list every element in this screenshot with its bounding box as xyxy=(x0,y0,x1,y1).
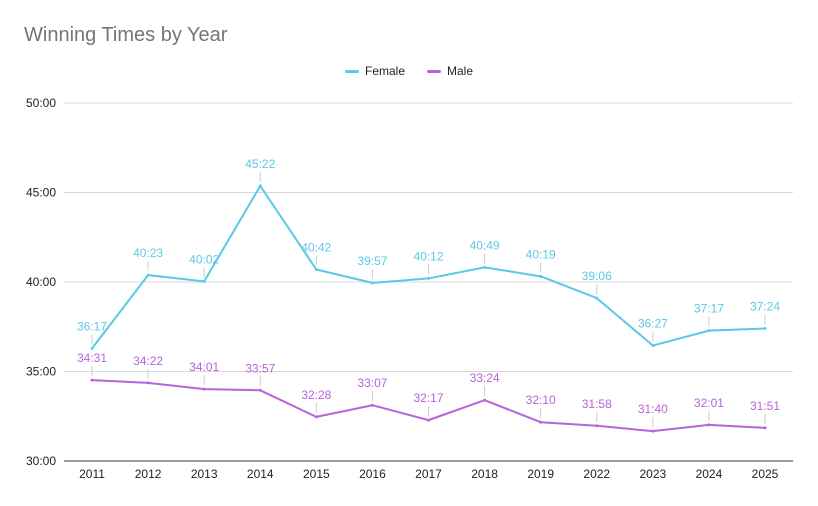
data-label: 34:01 xyxy=(189,360,219,374)
x-tick-label: 2022 xyxy=(583,467,610,481)
legend-item-male[interactable]: Male xyxy=(427,64,473,78)
data-label: 39:57 xyxy=(357,254,387,268)
data-point xyxy=(595,424,599,428)
data-point xyxy=(707,329,711,333)
data-point xyxy=(258,184,262,188)
data-label: 31:40 xyxy=(638,402,668,416)
data-label: 45:22 xyxy=(245,157,275,171)
data-label: 31:51 xyxy=(750,399,780,413)
x-tick-label: 2012 xyxy=(135,467,162,481)
data-point xyxy=(202,279,206,283)
data-point xyxy=(370,403,374,407)
data-label: 33:57 xyxy=(245,361,275,375)
data-label: 34:31 xyxy=(77,351,107,365)
data-point xyxy=(483,398,487,402)
y-tick-label: 30:00 xyxy=(26,454,56,468)
x-tick-label: 2011 xyxy=(79,467,105,481)
data-point xyxy=(651,429,655,433)
x-tick-label: 2014 xyxy=(247,467,274,481)
data-point xyxy=(539,420,543,424)
data-label: 32:01 xyxy=(694,396,724,410)
y-tick-label: 45:00 xyxy=(26,186,56,200)
data-label: 32:10 xyxy=(526,393,556,407)
data-label: 40:19 xyxy=(526,247,556,261)
data-point xyxy=(202,387,206,391)
data-label: 40:42 xyxy=(301,240,331,254)
data-label: 32:17 xyxy=(413,391,443,405)
x-tick-label: 2013 xyxy=(191,467,218,481)
legend-swatch-female xyxy=(344,69,359,73)
legend-label-male: Male xyxy=(447,64,474,78)
data-label: 32:28 xyxy=(301,388,331,402)
data-label: 40:49 xyxy=(470,238,500,252)
data-label: 40:12 xyxy=(413,249,443,263)
data-point xyxy=(314,415,318,419)
data-point xyxy=(314,267,318,271)
data-label: 40:23 xyxy=(133,246,163,260)
chart-legend: Female Male xyxy=(0,64,818,78)
data-label: 36:17 xyxy=(77,320,107,334)
x-tick-label: 2018 xyxy=(471,467,498,481)
x-tick-label: 2023 xyxy=(639,467,666,481)
chart-title: Winning Times by Year xyxy=(24,24,228,46)
legend-swatch-male xyxy=(427,69,441,73)
x-tick-label: 2015 xyxy=(303,467,330,481)
x-tick-label: 2024 xyxy=(696,467,723,481)
data-label: 37:17 xyxy=(694,302,724,316)
data-point xyxy=(595,296,599,300)
data-point xyxy=(427,276,430,280)
data-point xyxy=(651,344,655,348)
data-label: 37:24 xyxy=(750,300,780,314)
data-label: 33:24 xyxy=(470,371,500,385)
data-label: 36:27 xyxy=(638,317,668,331)
data-point xyxy=(90,378,94,382)
data-point xyxy=(146,273,150,277)
data-label: 34:22 xyxy=(133,354,163,368)
x-tick-label: 2017 xyxy=(415,467,442,481)
x-tick-label: 2016 xyxy=(359,467,386,481)
data-point xyxy=(483,265,487,269)
data-label: 33:07 xyxy=(357,376,387,390)
data-point xyxy=(539,274,543,278)
y-tick-label: 50:00 xyxy=(26,96,56,110)
data-label: 39:06 xyxy=(582,269,612,283)
x-tick-label: 2025 xyxy=(752,467,779,481)
data-point xyxy=(763,327,767,331)
data-point xyxy=(427,418,430,422)
x-tick-label: 2019 xyxy=(527,467,554,481)
data-point xyxy=(370,281,374,285)
data-point xyxy=(763,426,767,430)
data-point xyxy=(146,381,150,385)
data-label: 40:02 xyxy=(189,252,219,266)
data-point xyxy=(258,388,262,392)
data-point xyxy=(707,423,711,427)
y-tick-label: 40:00 xyxy=(26,275,56,289)
legend-label-female: Female xyxy=(364,64,405,78)
data-label: 31:58 xyxy=(582,397,612,411)
data-point xyxy=(90,347,94,351)
y-tick-label: 35:00 xyxy=(26,365,56,379)
legend-item-female[interactable]: Female xyxy=(344,64,405,78)
